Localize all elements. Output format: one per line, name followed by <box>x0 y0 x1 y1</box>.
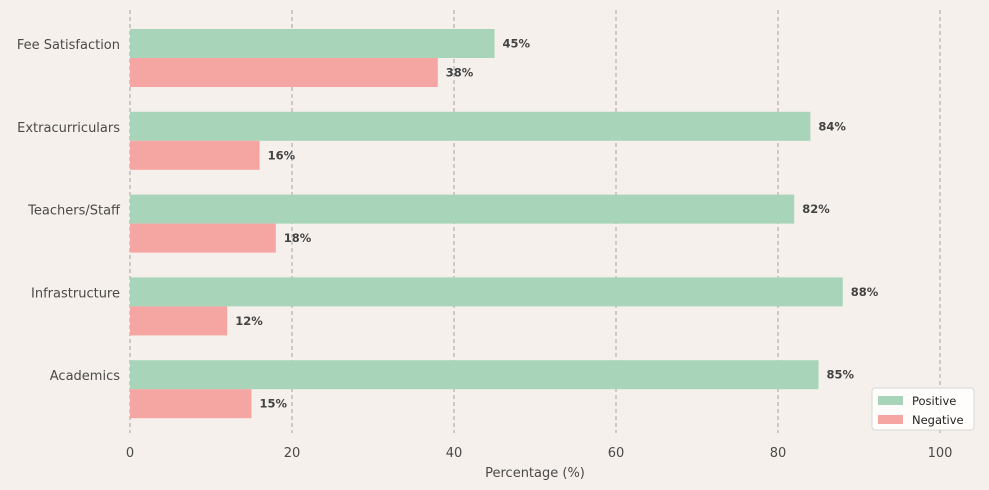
legend[interactable]: Positive Negative <box>871 387 975 431</box>
legend-swatch-positive <box>878 396 903 405</box>
data-labels: 45% 38% 84% 16% 82% 18% 88% 12% 85% 15% <box>235 37 879 411</box>
y-axis: Fee Satisfaction Extracurriculars Teachers… <box>17 38 121 384</box>
y-category-label: Academics <box>50 369 120 384</box>
data-label-negative: 15% <box>260 397 288 411</box>
x-tick-label: 60 <box>608 446 625 461</box>
data-label-negative: 38% <box>446 66 474 80</box>
bar-negative-1[interactable] <box>130 140 260 170</box>
y-category-label: Fee Satisfaction <box>17 38 120 53</box>
x-tick-label: 100 <box>928 446 953 461</box>
data-label-positive: 45% <box>503 37 531 51</box>
data-label-positive: 88% <box>851 285 879 299</box>
data-label-negative: 16% <box>268 148 296 162</box>
bar-negative-0[interactable] <box>130 58 438 87</box>
bar-positive-1[interactable] <box>130 111 811 141</box>
data-label-positive: 82% <box>802 202 830 216</box>
legend-label-positive[interactable]: Positive <box>912 394 956 408</box>
bars <box>130 29 843 419</box>
legend-label-negative[interactable]: Negative <box>912 413 964 427</box>
y-category-label: Infrastructure <box>31 286 120 301</box>
bar-positive-3[interactable] <box>130 277 843 307</box>
x-tick-label: 20 <box>284 446 301 461</box>
data-label-negative: 18% <box>284 231 312 245</box>
x-axis-title: Percentage (%) <box>485 466 585 481</box>
x-tick-label: 0 <box>126 446 134 461</box>
data-label-positive: 84% <box>818 119 846 133</box>
x-axis: 0 20 40 60 80 100 <box>126 446 953 461</box>
bar-positive-0[interactable] <box>130 29 495 58</box>
data-label-positive: 85% <box>827 368 855 382</box>
y-category-label: Teachers/Staff <box>27 204 121 219</box>
bar-negative-4[interactable] <box>130 389 252 419</box>
bar-positive-4[interactable] <box>130 360 819 390</box>
bar-negative-2[interactable] <box>130 223 276 253</box>
y-category-label: Extracurriculars <box>17 121 120 136</box>
data-label-negative: 12% <box>235 314 263 328</box>
legend-swatch-negative <box>878 415 903 424</box>
x-tick-label: 40 <box>446 446 463 461</box>
bar-positive-2[interactable] <box>130 194 795 224</box>
bar-negative-3[interactable] <box>130 306 228 336</box>
x-tick-label: 80 <box>770 446 787 461</box>
